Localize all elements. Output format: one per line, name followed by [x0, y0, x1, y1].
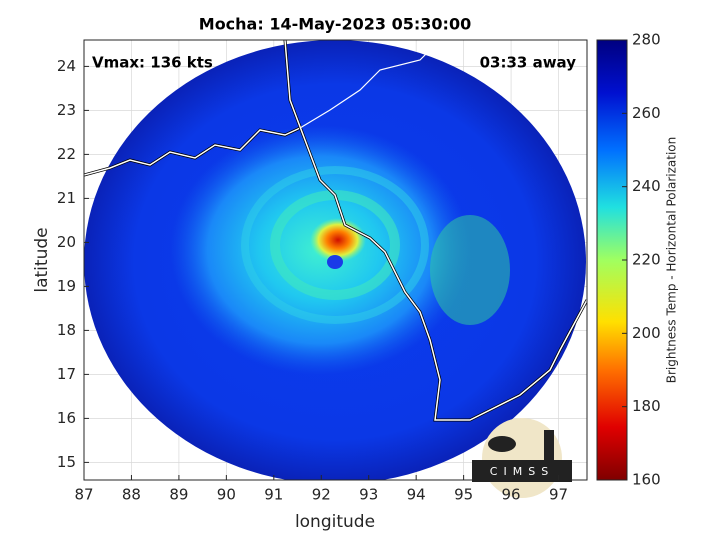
- x-tick-label: 93: [359, 486, 378, 504]
- y-tick-label: 19: [57, 277, 76, 295]
- annotation: Vmax: 136 kts: [92, 54, 213, 72]
- colorbar-tick-label: 220: [632, 251, 661, 269]
- rainband: [430, 215, 510, 325]
- plot-frame: [83, 39, 588, 481]
- x-tick-label: 92: [312, 486, 331, 504]
- y-tick-label: 18: [57, 321, 76, 339]
- coastline: [284, 40, 587, 421]
- x-tick-label: 95: [454, 486, 473, 504]
- x-tick-label: 90: [217, 486, 236, 504]
- x-axis-label: longitude: [295, 512, 375, 532]
- colorbar-tick-label: 240: [632, 177, 661, 195]
- logo-tower: [544, 430, 554, 460]
- image: [84, 40, 587, 480]
- colorbar-tick-label: 200: [632, 324, 661, 342]
- y-tick-label: 20: [57, 233, 76, 251]
- eye: [327, 255, 343, 269]
- x-tick-label: 91: [264, 486, 283, 504]
- y-tick-label: 15: [57, 453, 76, 471]
- x-tick-label: 89: [169, 486, 188, 504]
- x-tick-label: 87: [74, 486, 93, 504]
- logo-dish: [488, 436, 516, 452]
- y-axis-label: latitude: [32, 227, 52, 292]
- y-tick-label: 16: [57, 409, 76, 427]
- logo: CIMSS: [472, 418, 572, 498]
- border: [299, 40, 441, 129]
- logo-text: CIMSS: [490, 465, 554, 478]
- annotation: 03:33 away: [480, 54, 577, 72]
- title: Mocha: 14-May-2023 05:30:00: [199, 15, 471, 34]
- y-tick-label: 24: [57, 57, 76, 75]
- colorbar-tick-label: 160: [632, 471, 661, 489]
- storm-core: [310, 218, 366, 262]
- colorbar-tick-label: 260: [632, 104, 661, 122]
- colorbar-label: Brightness Temp - Horizontal Polarizatio…: [665, 137, 679, 384]
- x-tick-label: 94: [407, 486, 426, 504]
- colorbar-tick-label: 280: [632, 31, 661, 49]
- y-tick-label: 21: [57, 189, 76, 207]
- logo-band: [472, 460, 572, 482]
- x-tick-label: 96: [502, 486, 521, 504]
- y-tick-label: 17: [57, 365, 76, 383]
- eyewall-ring: [241, 166, 429, 324]
- x-tick-label: 97: [549, 486, 568, 504]
- colorbar-tick-label: 180: [632, 397, 661, 415]
- y-tick-label: 23: [57, 101, 76, 119]
- coastline: [84, 127, 301, 176]
- y-tick-label: 22: [57, 145, 76, 163]
- x-tick-label: 88: [122, 486, 141, 504]
